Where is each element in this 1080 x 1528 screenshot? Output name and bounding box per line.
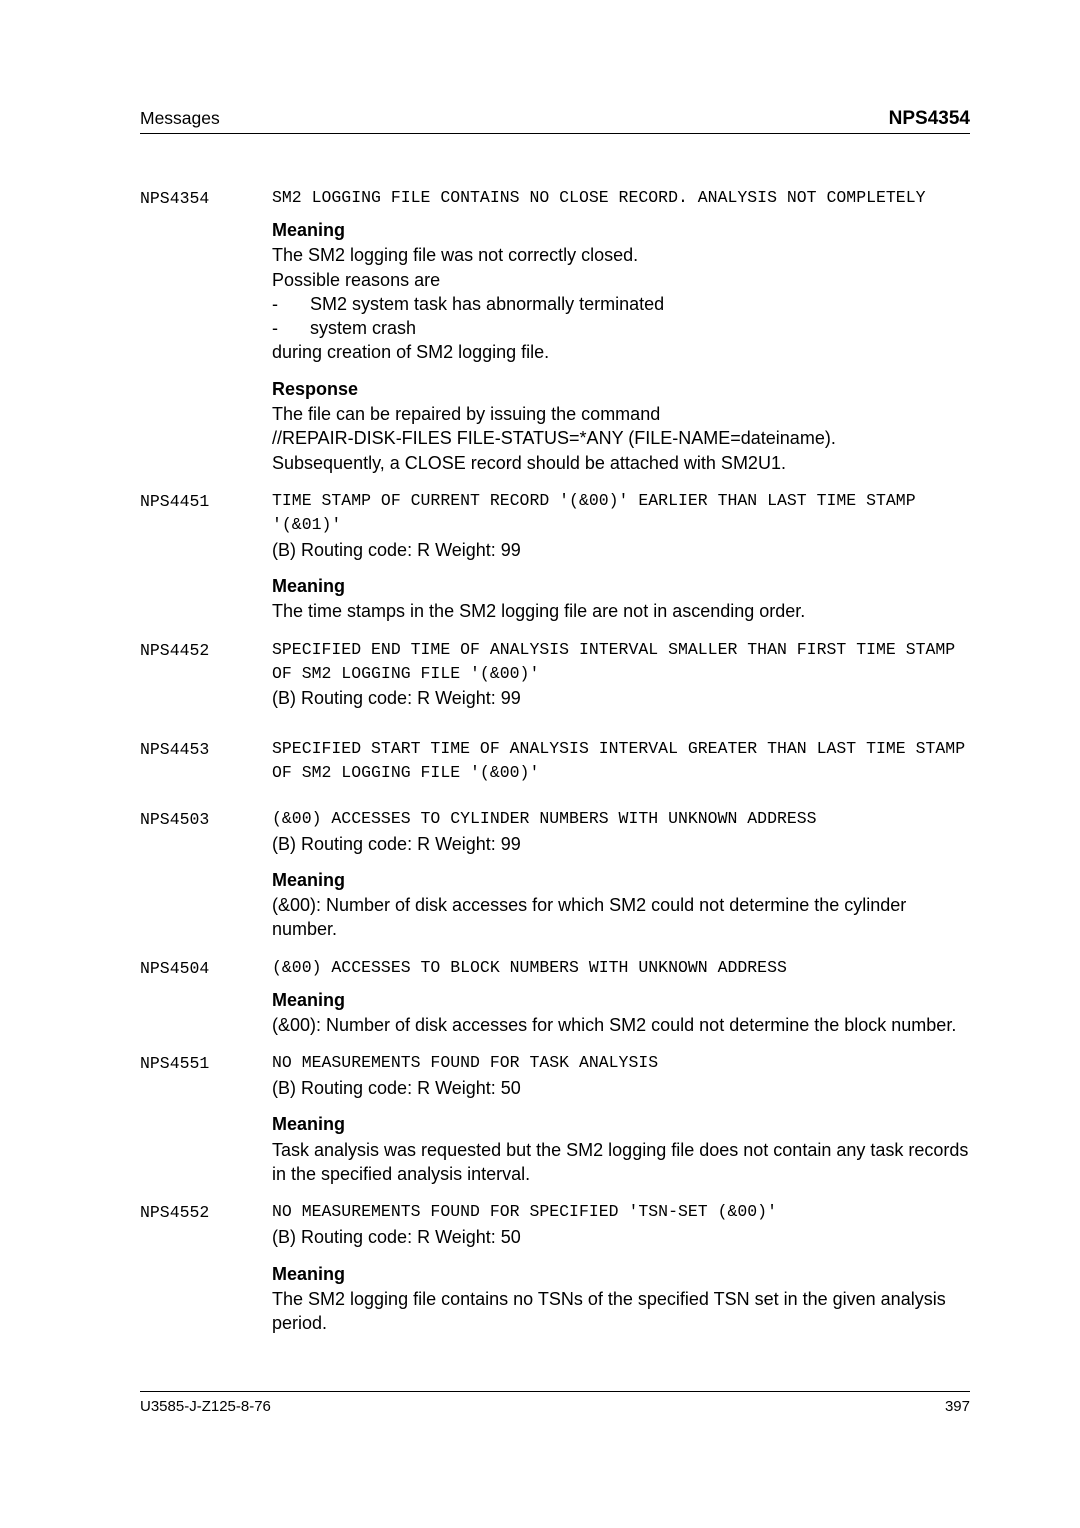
message-entry: NPS4451TIME STAMP OF CURRENT RECORD '(&0… <box>140 489 970 624</box>
explanation-block: Meaning(&00): Number of disk accesses fo… <box>272 988 970 1038</box>
message-body: (&00) ACCESSES TO CYLINDER NUMBERS WITH … <box>272 807 970 942</box>
block-heading: Meaning <box>272 1262 970 1286</box>
message-text: SPECIFIED START TIME OF ANALYSIS INTERVA… <box>272 737 970 785</box>
bullet-item: system crash <box>272 316 970 340</box>
message-entry: NPS4503(&00) ACCESSES TO CYLINDER NUMBER… <box>140 807 970 942</box>
routing-info: (B) Routing code: R Weight: 50 <box>272 1225 970 1249</box>
message-text: SPECIFIED END TIME OF ANALYSIS INTERVAL … <box>272 638 970 686</box>
message-entry: NPS4552NO MEASUREMENTS FOUND FOR SPECIFI… <box>140 1200 970 1335</box>
message-body: NO MEASUREMENTS FOUND FOR SPECIFIED 'TSN… <box>272 1200 970 1335</box>
message-text: NO MEASUREMENTS FOUND FOR TASK ANALYSIS <box>272 1051 970 1075</box>
entry-spacer <box>140 1037 970 1051</box>
block-paragraph: The file can be repaired by issuing the … <box>272 402 970 426</box>
routing-info: (B) Routing code: R Weight: 99 <box>272 686 970 710</box>
header-right: NPS4354 <box>889 108 970 130</box>
footer-right: 397 <box>945 1398 970 1415</box>
entry-spacer <box>140 624 970 638</box>
block-heading: Meaning <box>272 868 970 892</box>
block-paragraph: during creation of SM2 logging file. <box>272 340 970 364</box>
block-paragraph: Subsequently, a CLOSE record should be a… <box>272 451 970 475</box>
bullet-list: SM2 system task has abnormally terminate… <box>272 292 970 341</box>
block-heading: Meaning <box>272 218 970 242</box>
message-code: NPS4551 <box>140 1051 272 1186</box>
entry-spacer <box>140 475 970 489</box>
explanation-block: MeaningThe SM2 logging file contains no … <box>272 1262 970 1336</box>
entry-spacer <box>140 1335 970 1349</box>
bullet-item: SM2 system task has abnormally terminate… <box>272 292 970 316</box>
block-paragraph: The time stamps in the SM2 logging file … <box>272 599 970 623</box>
block-paragraph: (&00): Number of disk accesses for which… <box>272 1013 970 1037</box>
page-footer: U3585-J-Z125-8-76 397 <box>140 1398 970 1415</box>
message-text: TIME STAMP OF CURRENT RECORD '(&00)' EAR… <box>272 489 970 537</box>
entry-spacer <box>140 942 970 956</box>
message-entry: NPS4551NO MEASUREMENTS FOUND FOR TASK AN… <box>140 1051 970 1186</box>
message-text: NO MEASUREMENTS FOUND FOR SPECIFIED 'TSN… <box>272 1200 970 1224</box>
header-rule <box>140 133 970 134</box>
message-code: NPS4552 <box>140 1200 272 1335</box>
routing-info: (B) Routing code: R Weight: 99 <box>272 832 970 856</box>
message-body: (&00) ACCESSES TO BLOCK NUMBERS WITH UNK… <box>272 956 970 1038</box>
block-heading: Meaning <box>272 574 970 598</box>
block-paragraph: The SM2 logging file contains no TSNs of… <box>272 1287 970 1336</box>
explanation-block: ResponseThe file can be repaired by issu… <box>272 377 970 475</box>
message-text: (&00) ACCESSES TO CYLINDER NUMBERS WITH … <box>272 807 970 831</box>
message-text: SM2 LOGGING FILE CONTAINS NO CLOSE RECOR… <box>272 186 970 210</box>
message-entry: NPS4453SPECIFIED START TIME OF ANALYSIS … <box>140 737 970 793</box>
routing-info: (B) Routing code: R Weight: 50 <box>272 1076 970 1100</box>
block-paragraph: Task analysis was requested but the SM2 … <box>272 1138 970 1187</box>
explanation-block: Meaning(&00): Number of disk accesses fo… <box>272 868 970 942</box>
footer-left: U3585-J-Z125-8-76 <box>140 1398 271 1415</box>
message-body: SPECIFIED START TIME OF ANALYSIS INTERVA… <box>272 737 970 793</box>
message-code: NPS4453 <box>140 737 272 793</box>
message-body: NO MEASUREMENTS FOUND FOR TASK ANALYSIS(… <box>272 1051 970 1186</box>
header-left: Messages <box>140 108 220 129</box>
message-entry: NPS4504(&00) ACCESSES TO BLOCK NUMBERS W… <box>140 956 970 1038</box>
block-paragraph: Possible reasons are <box>272 268 970 292</box>
message-body: SM2 LOGGING FILE CONTAINS NO CLOSE RECOR… <box>272 186 970 475</box>
message-body: TIME STAMP OF CURRENT RECORD '(&00)' EAR… <box>272 489 970 624</box>
footer-rule <box>140 1391 970 1392</box>
message-code: NPS4354 <box>140 186 272 475</box>
block-heading: Meaning <box>272 988 970 1012</box>
block-heading: Response <box>272 377 970 401</box>
message-code: NPS4452 <box>140 638 272 723</box>
message-code: NPS4451 <box>140 489 272 624</box>
explanation-block: MeaningTask analysis was requested but t… <box>272 1112 970 1186</box>
block-paragraph: //REPAIR-DISK-FILES FILE-STATUS=*ANY (FI… <box>272 426 970 450</box>
message-text: (&00) ACCESSES TO BLOCK NUMBERS WITH UNK… <box>272 956 970 980</box>
page-container: Messages NPS4354 NPS4354SM2 LOGGING FILE… <box>0 0 1080 1460</box>
explanation-block: MeaningThe time stamps in the SM2 loggin… <box>272 574 970 624</box>
message-code: NPS4503 <box>140 807 272 942</box>
message-entry: NPS4452SPECIFIED END TIME OF ANALYSIS IN… <box>140 638 970 723</box>
entry-spacer <box>140 793 970 807</box>
routing-info: (B) Routing code: R Weight: 99 <box>272 538 970 562</box>
block-heading: Meaning <box>272 1112 970 1136</box>
page-header: Messages NPS4354 <box>140 108 970 130</box>
message-entry: NPS4354SM2 LOGGING FILE CONTAINS NO CLOS… <box>140 186 970 475</box>
message-body: SPECIFIED END TIME OF ANALYSIS INTERVAL … <box>272 638 970 723</box>
entry-spacer <box>140 1186 970 1200</box>
entries-list: NPS4354SM2 LOGGING FILE CONTAINS NO CLOS… <box>140 186 970 1349</box>
block-paragraph: (&00): Number of disk accesses for which… <box>272 893 970 942</box>
block-paragraph: The SM2 logging file was not correctly c… <box>272 243 970 267</box>
entry-spacer <box>140 723 970 737</box>
message-code: NPS4504 <box>140 956 272 1038</box>
explanation-block: MeaningThe SM2 logging file was not corr… <box>272 218 970 365</box>
